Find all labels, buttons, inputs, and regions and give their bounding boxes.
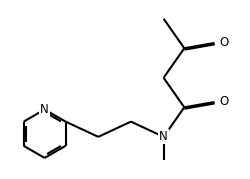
Text: O: O	[219, 37, 228, 49]
Text: N: N	[158, 130, 167, 143]
Text: O: O	[219, 95, 228, 108]
Text: N: N	[40, 103, 49, 116]
